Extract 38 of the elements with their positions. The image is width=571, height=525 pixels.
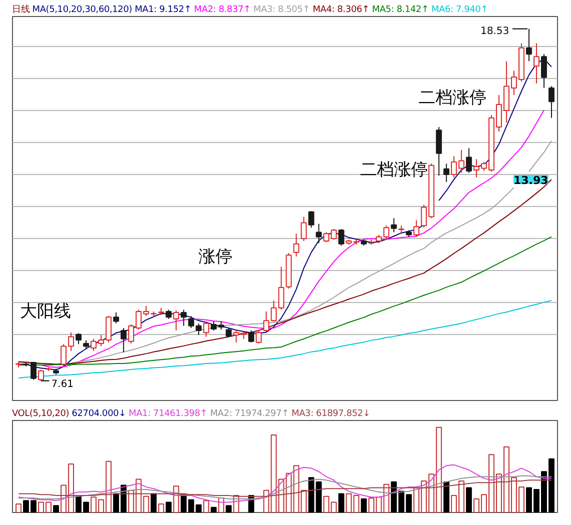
bar — [210, 506, 217, 512]
candlestick — [390, 218, 397, 233]
candlestick — [443, 163, 450, 182]
text: MA3: 8.505↑ — [253, 5, 310, 15]
text: MA4: 8.306↑ — [312, 5, 370, 15]
text: MA2: 71974.297↑ — [210, 409, 289, 419]
bar — [338, 493, 344, 512]
chart-subtitle: MA(5,10,20,30,60,120) — [32, 5, 132, 15]
annotation: 大阳线 — [20, 302, 72, 322]
annotation: 7.61 — [51, 378, 74, 390]
bar — [443, 481, 450, 512]
annotation: 二档涨停 — [418, 88, 487, 108]
candlestick — [406, 230, 412, 238]
chart-subtitle: 62704.000↓ — [72, 409, 126, 419]
annotation: 18.53 — [480, 26, 510, 37]
bar — [150, 493, 157, 512]
bar — [203, 500, 210, 512]
bar — [53, 505, 60, 512]
chart-title: 日线 — [12, 5, 30, 15]
candlestick — [526, 28, 532, 62]
annotation: 二档涨停 — [360, 160, 428, 180]
text: MA5: 8.142↑ — [372, 5, 429, 15]
text: MA2: 8.837↑ — [194, 5, 251, 15]
annotation: 涨停 — [198, 246, 233, 267]
text: MA3: 61897.852↓ — [292, 409, 370, 419]
text: MA1: 71461.398↑ — [128, 409, 208, 419]
candlestick — [180, 309, 187, 326]
bar — [360, 498, 367, 512]
chart-title: VOL(5,10,20) — [12, 409, 70, 419]
annotation: 13.93 — [514, 174, 548, 187]
bar — [466, 487, 472, 512]
bar — [16, 503, 22, 512]
bar — [226, 505, 232, 512]
bar — [158, 503, 164, 512]
candlestick — [534, 42, 540, 84]
bar — [166, 502, 172, 512]
text: MA6: 7.940↑ — [431, 5, 488, 15]
text: MA1: 9.152↑ — [134, 5, 192, 15]
